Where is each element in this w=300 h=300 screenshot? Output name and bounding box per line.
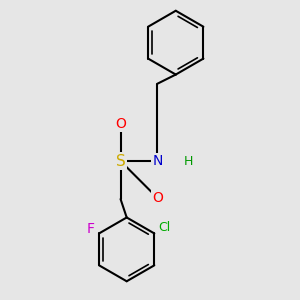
Text: O: O [115,117,126,131]
Text: Cl: Cl [158,221,170,234]
Text: O: O [152,191,163,205]
Text: S: S [116,154,125,169]
Text: N: N [152,154,163,168]
Text: H: H [183,154,193,167]
Text: F: F [87,222,95,236]
